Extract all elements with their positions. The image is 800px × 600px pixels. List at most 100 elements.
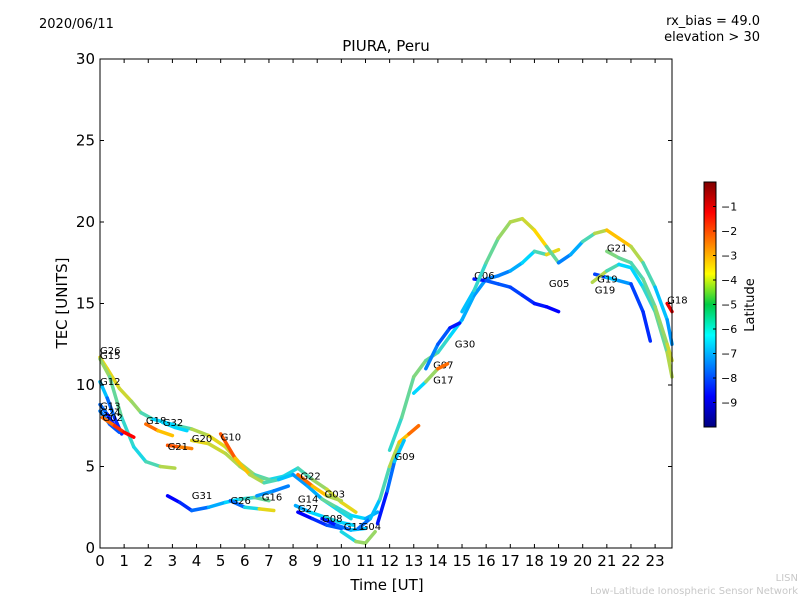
series-segment bbox=[305, 484, 324, 501]
series-segment bbox=[665, 318, 674, 346]
series-segment bbox=[387, 440, 402, 469]
series-label: G05 bbox=[549, 279, 569, 290]
series-segment bbox=[436, 334, 452, 355]
series-segment bbox=[641, 261, 657, 289]
series-segment bbox=[139, 410, 155, 421]
series-g27: G27 bbox=[296, 504, 344, 531]
series-segment bbox=[617, 262, 633, 270]
series-g32: G32 bbox=[161, 418, 189, 433]
x-axis-label: Time [UT] bbox=[349, 576, 423, 594]
series-segment bbox=[233, 456, 252, 477]
series-label: G32 bbox=[163, 418, 183, 429]
series-label: G18 bbox=[667, 296, 687, 307]
series-label: G13 bbox=[100, 401, 120, 412]
x-tick-label: 22 bbox=[621, 552, 640, 570]
series-segment bbox=[532, 301, 549, 309]
x-tick-label: 20 bbox=[573, 552, 592, 570]
series-segment bbox=[98, 357, 112, 379]
series-segment bbox=[484, 274, 500, 281]
chart-title: PIURA, Peru bbox=[342, 37, 430, 55]
series-segment bbox=[161, 420, 177, 430]
series-segment bbox=[129, 399, 143, 415]
series-segment bbox=[252, 495, 271, 503]
x-tick-label: 8 bbox=[288, 552, 298, 570]
series-segment bbox=[165, 494, 182, 505]
y-tick-label: 15 bbox=[76, 295, 95, 313]
x-tick-label: 17 bbox=[501, 552, 520, 570]
series-segment bbox=[460, 293, 476, 322]
series-segment bbox=[508, 285, 525, 298]
series-segment bbox=[175, 424, 194, 431]
series-label: G14 bbox=[298, 494, 318, 505]
colorbar: −1 −2 −3 −4 −5 −6 −7 −8 −9 Latitude bbox=[703, 181, 758, 428]
series-g19b: G19 bbox=[590, 262, 674, 379]
series-g21b: G21 bbox=[605, 243, 674, 363]
series-segment bbox=[544, 305, 561, 314]
series-segment bbox=[158, 464, 177, 470]
series-g31: G31 bbox=[165, 491, 271, 513]
series-segment bbox=[496, 220, 513, 241]
series-segment bbox=[605, 275, 621, 283]
series-segment bbox=[334, 505, 353, 518]
series-segment bbox=[617, 236, 633, 249]
y-axis-label: TEC [UNITS] bbox=[53, 258, 71, 350]
y-tick-label: 20 bbox=[76, 213, 95, 231]
series-segment bbox=[472, 261, 488, 293]
series-segment bbox=[484, 236, 500, 265]
x-tick-label: 4 bbox=[192, 552, 202, 570]
series-segment bbox=[629, 261, 645, 281]
series-segment bbox=[520, 293, 537, 306]
series-g21: G21 bbox=[165, 442, 194, 453]
series-label: G03 bbox=[324, 489, 344, 500]
series-segment bbox=[629, 282, 645, 314]
colorbar-label: Latitude bbox=[743, 278, 758, 332]
series-segment bbox=[641, 309, 653, 343]
series-segment bbox=[544, 244, 561, 265]
series-segment bbox=[281, 466, 300, 479]
series-segment bbox=[605, 262, 621, 273]
x-tick-label: 15 bbox=[452, 552, 471, 570]
series-segment bbox=[132, 445, 148, 464]
series-segment bbox=[223, 451, 242, 469]
series-segment bbox=[144, 459, 163, 469]
credit: LISN Low-Latitude Ionospheric Sensor Net… bbox=[590, 572, 798, 598]
x-tick-label: 3 bbox=[168, 552, 178, 570]
x-tick-label: 18 bbox=[525, 552, 544, 570]
series-segment bbox=[339, 500, 358, 514]
series-segment bbox=[424, 366, 440, 384]
series-label: G27 bbox=[298, 504, 318, 515]
series-segment bbox=[496, 269, 513, 278]
series-segment bbox=[520, 216, 537, 232]
series-segment bbox=[375, 489, 389, 526]
series-segment bbox=[310, 484, 329, 498]
series-segment bbox=[532, 249, 549, 257]
x-tick-label: 5 bbox=[216, 552, 226, 570]
series-g14: G14 bbox=[293, 494, 356, 527]
series-segment bbox=[356, 516, 373, 531]
credit-lisn: LISN bbox=[775, 573, 798, 584]
series-segment bbox=[320, 497, 339, 509]
series-segment bbox=[296, 510, 315, 521]
date-label: 2020/06/11 bbox=[39, 17, 114, 32]
series-segment bbox=[310, 477, 329, 492]
x-tick-label: 14 bbox=[428, 552, 447, 570]
series-label: G19 bbox=[595, 286, 615, 297]
x-tick-label: 11 bbox=[356, 552, 375, 570]
rx-bias-label: rx_bias = 49.0 bbox=[666, 14, 760, 29]
series-segment bbox=[363, 529, 377, 545]
series-segment bbox=[349, 513, 368, 521]
x-tick-label: 19 bbox=[549, 552, 568, 570]
series-segment bbox=[320, 516, 339, 527]
series-segment bbox=[412, 358, 428, 379]
series-segment bbox=[424, 342, 440, 371]
series-segment bbox=[255, 489, 276, 498]
x-tick-label: 1 bbox=[119, 552, 129, 570]
series-label: G15 bbox=[100, 351, 120, 362]
y-tick-label: 5 bbox=[85, 458, 95, 476]
series-label: G21 bbox=[168, 442, 188, 453]
series-segment bbox=[218, 432, 237, 461]
series-segment bbox=[460, 288, 476, 314]
series-label: G26 bbox=[100, 346, 120, 357]
series-segment bbox=[296, 472, 315, 488]
series-segment bbox=[156, 428, 175, 438]
